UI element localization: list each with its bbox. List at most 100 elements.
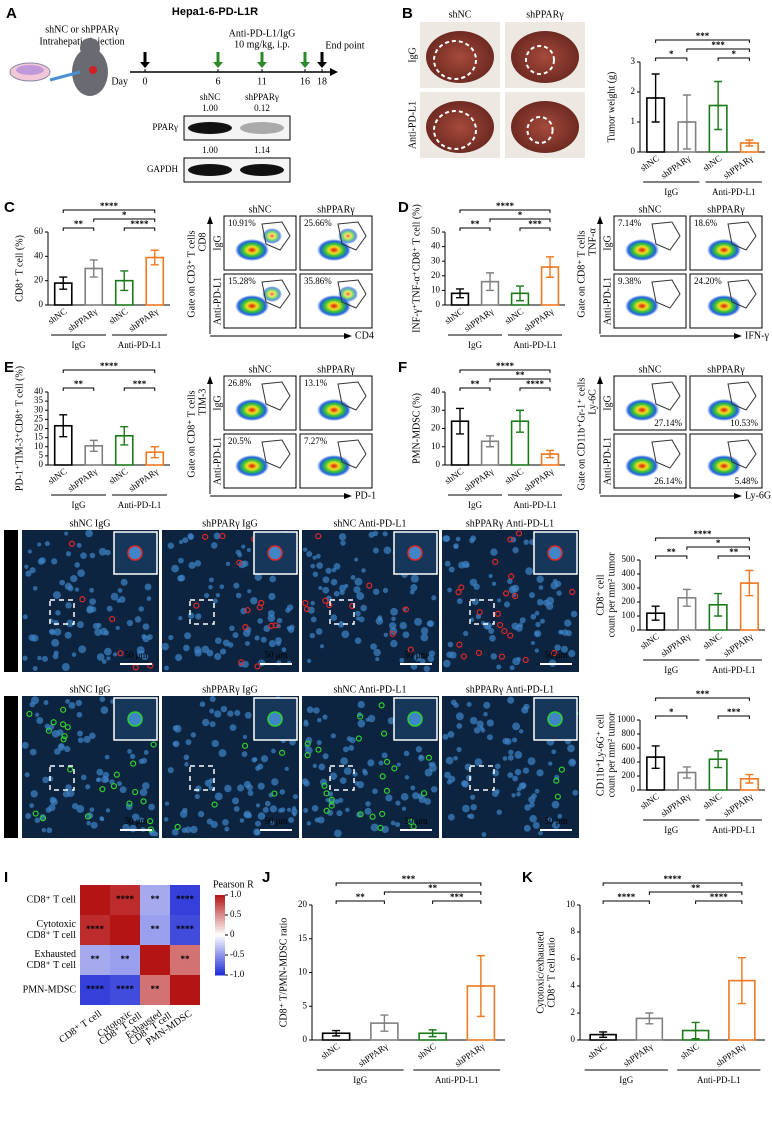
nucleus — [58, 743, 65, 749]
nucleus — [37, 542, 42, 547]
nucleus — [142, 623, 150, 630]
nucleus — [209, 577, 214, 583]
nucleus — [231, 797, 240, 805]
colorbar-step — [215, 969, 225, 972]
sig-label: ** — [667, 547, 677, 557]
stain-label: CD8 — [5, 541, 15, 559]
nucleus — [458, 561, 466, 569]
group-label: IgG — [619, 1075, 633, 1085]
nucleus — [99, 627, 108, 636]
panel-letter: H — [4, 693, 15, 710]
nucleus — [455, 536, 461, 542]
gate — [261, 381, 291, 411]
y-tick-label: 15 — [34, 432, 44, 442]
row-label: IgG — [212, 235, 223, 251]
nucleus — [551, 749, 557, 755]
nucleus — [403, 750, 410, 757]
zoom-box — [49, 765, 75, 791]
nucleus — [244, 641, 250, 647]
y-axis-label: CD11b⁺Ly-6G⁺ cell — [595, 714, 606, 796]
arrowhead — [597, 216, 603, 224]
nucleus — [572, 789, 579, 796]
image-title: shNC Anti-PD-L1 — [333, 684, 406, 695]
heat-cell — [170, 975, 200, 1005]
nucleus — [254, 820, 261, 827]
nucleus — [286, 807, 292, 812]
nucleus — [442, 733, 449, 740]
nucleus — [233, 806, 240, 812]
nucleus — [52, 591, 61, 600]
tumor-outline — [526, 116, 554, 144]
row-label: IgG — [407, 47, 418, 63]
nucleus — [339, 589, 345, 595]
nucleus — [503, 601, 511, 608]
nucleus — [218, 749, 227, 757]
nucleus — [490, 548, 498, 556]
nucleus — [53, 628, 62, 636]
colorbar-step — [215, 959, 225, 962]
nucleus — [382, 531, 388, 537]
stained-cell — [383, 758, 391, 765]
nucleus — [512, 657, 521, 666]
nucleus — [246, 813, 253, 819]
nucleus — [362, 768, 367, 774]
x-tick-label: shNC — [319, 1041, 342, 1061]
nucleus — [424, 798, 431, 805]
heat-cell — [110, 945, 140, 975]
nucleus — [51, 638, 60, 647]
nucleus — [302, 547, 308, 552]
stained-cell — [236, 559, 243, 566]
nucleus — [76, 711, 83, 718]
nucleus — [106, 605, 113, 612]
stained-cell — [355, 735, 362, 742]
nucleus — [340, 540, 346, 546]
stained-cell — [460, 653, 468, 660]
nucleus — [316, 553, 321, 559]
nucleus — [329, 772, 338, 780]
arrowhead — [207, 376, 213, 384]
x-tick-label: shNC — [107, 306, 130, 326]
sig-label: *** — [727, 707, 741, 717]
nucleus — [50, 798, 58, 806]
nucleus — [360, 604, 367, 612]
stained-cell — [303, 606, 310, 613]
event-arrowhead — [257, 62, 267, 68]
nucleus — [43, 700, 49, 706]
stained-cell — [502, 590, 510, 597]
nucleus — [32, 586, 38, 591]
nucleus — [224, 826, 230, 832]
y-tick-label: 4 — [571, 980, 576, 990]
sig-bracket — [717, 555, 750, 559]
y-tick-label: 200 — [622, 770, 636, 780]
nucleus — [357, 719, 366, 728]
nucleus — [232, 632, 239, 639]
arrowhead — [207, 216, 213, 224]
nucleus — [561, 645, 568, 653]
stained-cell — [456, 641, 463, 648]
x-axis-label: Ly-6G — [745, 490, 771, 501]
nucleus — [202, 718, 210, 727]
nucleus — [21, 741, 29, 749]
sig-bracket — [602, 900, 650, 904]
nucleus — [116, 598, 121, 603]
heat-cell — [80, 945, 110, 975]
stained-cell — [59, 721, 67, 728]
event-arrowhead — [140, 62, 150, 68]
nucleus — [430, 786, 438, 793]
y-tick-label: 6 — [571, 953, 576, 963]
gate-percent: 26.14% — [654, 476, 682, 486]
blot-band — [188, 164, 232, 176]
y-tick-label: 1 — [631, 116, 636, 126]
row-label: Anti-PD-L1 — [602, 277, 613, 325]
colorbar-tick-label: -1.0 — [230, 969, 245, 979]
nucleus — [330, 614, 338, 622]
sig-bracket — [602, 882, 743, 886]
blot-quant: 1.00 — [202, 145, 218, 155]
gate — [727, 381, 757, 411]
nucleus — [353, 586, 361, 594]
nucleus — [257, 618, 264, 624]
group-label: Anti-PD-L1 — [712, 665, 756, 675]
nucleus — [76, 542, 82, 548]
colorbar-step — [215, 951, 225, 954]
nucleus — [410, 574, 419, 583]
